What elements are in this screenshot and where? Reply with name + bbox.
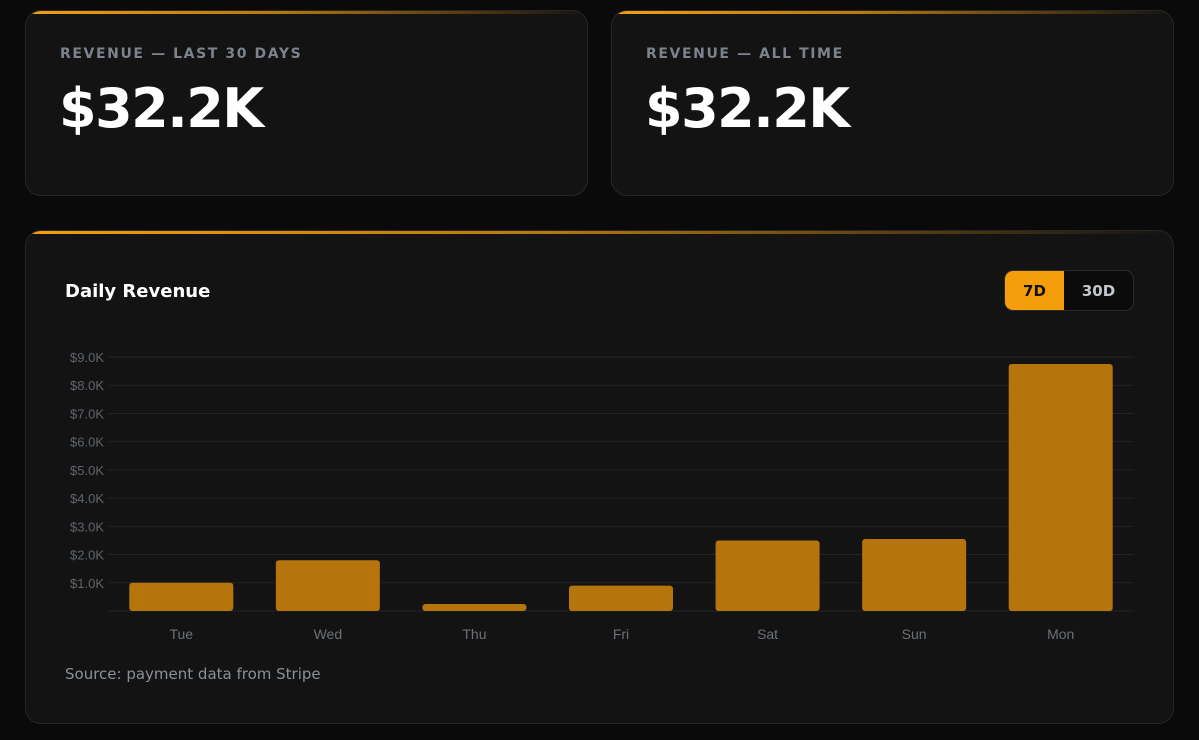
stat-label: REVENUE — ALL TIME: [646, 46, 844, 62]
stat-value: $32.2K: [59, 77, 264, 140]
y-tick-label: $1.0K: [70, 576, 104, 591]
x-tick-label: Thu: [462, 626, 486, 642]
y-tick-label: $2.0K: [70, 548, 104, 563]
chart-title: Daily Revenue: [65, 281, 211, 302]
bar-mon: [1008, 364, 1113, 611]
range-7d-button[interactable]: 7D: [1005, 271, 1064, 310]
x-tick-label: Mon: [1047, 626, 1074, 642]
x-tick-label: Sun: [902, 626, 927, 642]
y-tick-label: $6.0K: [70, 435, 104, 450]
stat-label: REVENUE — LAST 30 DAYS: [60, 46, 303, 62]
bar-tue: [129, 582, 234, 611]
bar-fri: [569, 585, 673, 611]
range-30d-button[interactable]: 30D: [1081, 281, 1116, 300]
bar-thu: [422, 603, 527, 611]
y-tick-label: $9.0K: [70, 350, 104, 365]
card-accent-line: [26, 231, 1173, 234]
y-tick-label: $3.0K: [70, 519, 104, 534]
daily-revenue-chart: $1.0K $2.0K $3.0K $4.0K $5.0K $6.0K $7.0K $8.0K…: [70, 350, 1134, 642]
bar-sun: [862, 539, 967, 611]
card-accent-line: [26, 11, 587, 14]
y-tick-label: $7.0K: [70, 406, 104, 421]
bar-sat: [715, 540, 820, 611]
y-tick-label: $4.0K: [70, 491, 104, 506]
y-tick-label: $5.0K: [70, 463, 104, 478]
x-tick-label: Sat: [757, 626, 778, 642]
stat-card-revenue-30-days: REVENUE — LAST 30 DAYS $32.2K: [25, 10, 588, 196]
range-toggle: 7D 30D: [1004, 270, 1134, 311]
stat-card-revenue-all-time: REVENUE — ALL TIME $32.2K: [611, 10, 1174, 196]
x-tick-label: Fri: [613, 626, 629, 642]
card-accent-line: [612, 11, 1173, 14]
bar-wed: [275, 560, 380, 611]
x-tick-label: Tue: [169, 626, 193, 642]
stat-value: $32.2K: [645, 77, 850, 140]
source-note: Source: payment data from Stripe: [65, 665, 321, 683]
daily-revenue-card: Daily Revenue 7D 30D $1.0K $2.0K $3.0K $4.0…: [25, 230, 1174, 724]
x-tick-label: Wed: [314, 626, 343, 642]
y-tick-label: $8.0K: [70, 378, 104, 393]
